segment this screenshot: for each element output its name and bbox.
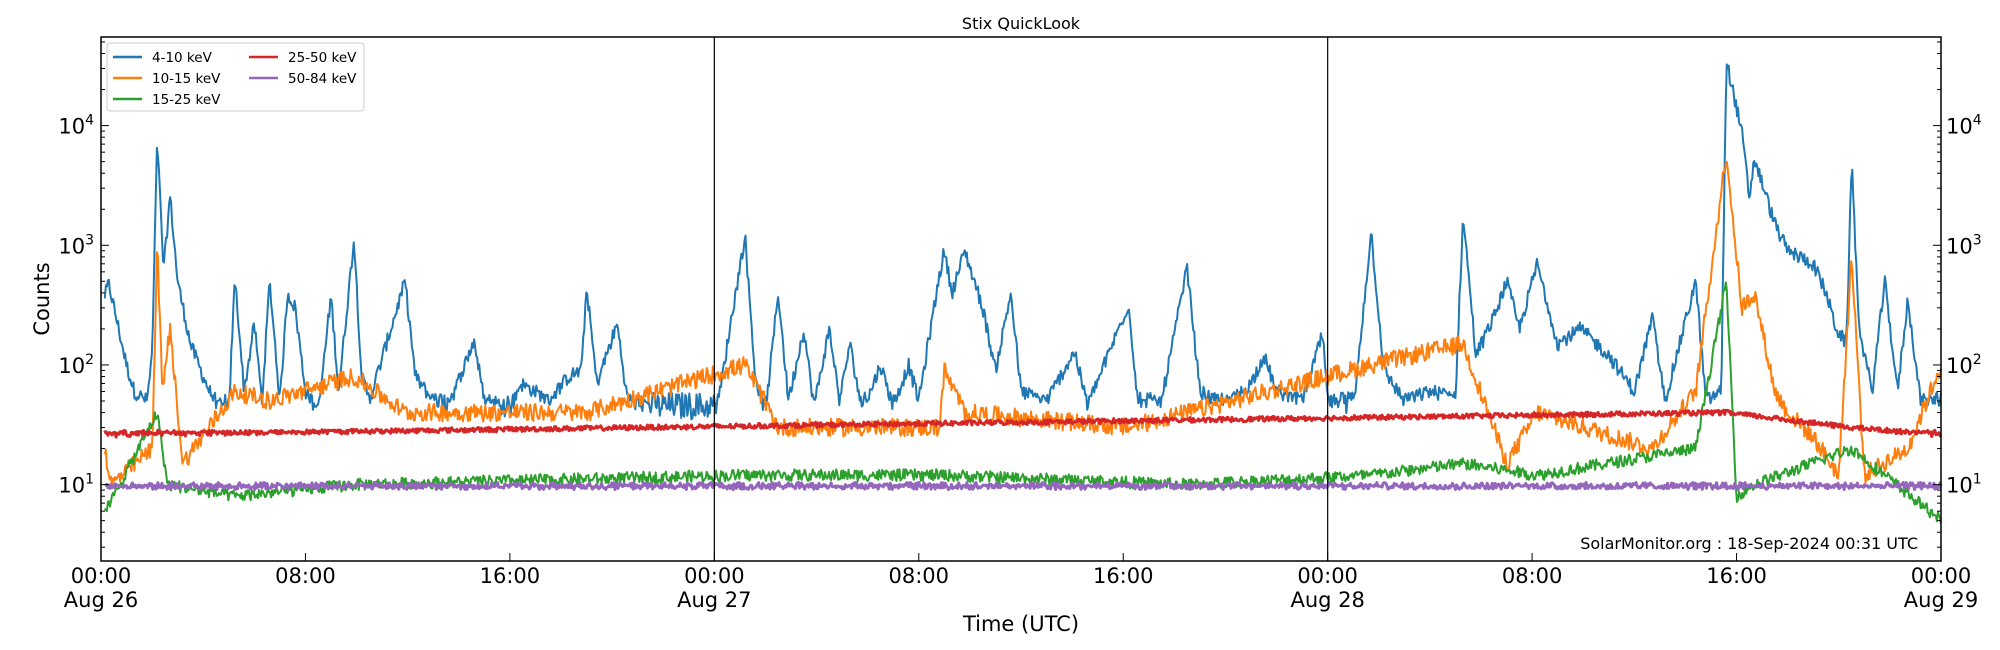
tick-base: 10 [1946,234,1973,258]
tick-base: 10 [58,234,85,258]
tick-exponent: 4 [1973,113,1982,129]
annotation-watermark: SolarMonitor.org : 18-Sep-2024 00:31 UTC [1580,534,1918,553]
x-tick-label: 16:00 [1706,564,1767,588]
x-tick-label: 00:00 [684,564,745,588]
series-line-50-84-keV [103,481,1943,492]
tick-exponent: 4 [85,113,94,129]
plot-frame [100,36,1942,562]
series-line-25-50-keV [103,408,1943,439]
series-line-4-10-keV [103,63,1942,421]
tick-exponent: 1 [1973,472,1982,488]
x-tick-label: 00:00 [1297,564,1358,588]
tick-exponent: 2 [85,352,94,368]
y-tick-label: 104 [58,113,94,139]
tick-base: 10 [1946,115,1973,139]
x-tick-label: 08:00 [275,564,336,588]
y-tick-label: 101 [58,472,94,498]
tick-base: 10 [58,115,85,139]
x-tick-date-label: Aug 29 [1904,588,1978,612]
tick-base: 10 [58,354,85,378]
tick-exponent: 3 [85,232,94,248]
x-tick-label: 00:00 [1911,564,1972,588]
tick-base: 10 [1946,474,1973,498]
y-axis-label: Counts [30,262,54,335]
tick-exponent: 2 [1973,352,1982,368]
series-line-10-15-keV [103,160,1942,489]
y-tick-label-right: 102 [1946,352,1982,378]
legend-label: 15-25 keV [152,92,221,108]
x-tick-label: 16:00 [480,564,541,588]
y-tick-label: 102 [58,352,94,378]
x-axis-label: Time (UTC) [962,612,1079,636]
y-tick-label-right: 103 [1946,232,1982,258]
legend-box [106,42,365,112]
x-tick-date-label: Aug 27 [677,588,751,612]
tick-base: 10 [1946,354,1973,378]
chart-title: Stix QuickLook [962,14,1081,33]
x-tick-label: 08:00 [1502,564,1563,588]
plot-area [103,37,1943,561]
legend-label: 25-50 keV [288,50,357,66]
y-tick-label-right: 104 [1946,113,1982,139]
x-tick-date-label: Aug 28 [1290,588,1364,612]
x-tick-date-label: Aug 26 [64,588,138,612]
tick-exponent: 1 [85,472,94,488]
tick-exponent: 3 [1973,232,1982,248]
y-tick-label-right: 101 [1946,472,1982,498]
legend-label: 10-15 keV [152,71,221,87]
legend-label: 50-84 keV [288,71,357,87]
tick-base: 10 [58,474,85,498]
x-tick-label: 08:00 [889,564,950,588]
y-tick-label: 103 [58,232,94,258]
series-line-15-25-keV [103,281,1942,524]
legend-label: 4-10 keV [152,50,213,66]
x-tick-label: 16:00 [1093,564,1154,588]
x-tick-label: 00:00 [71,564,132,588]
legend: 4-10 keV 10-15 keV 15-25 keV 25-50 keV 50-84… [106,42,365,112]
